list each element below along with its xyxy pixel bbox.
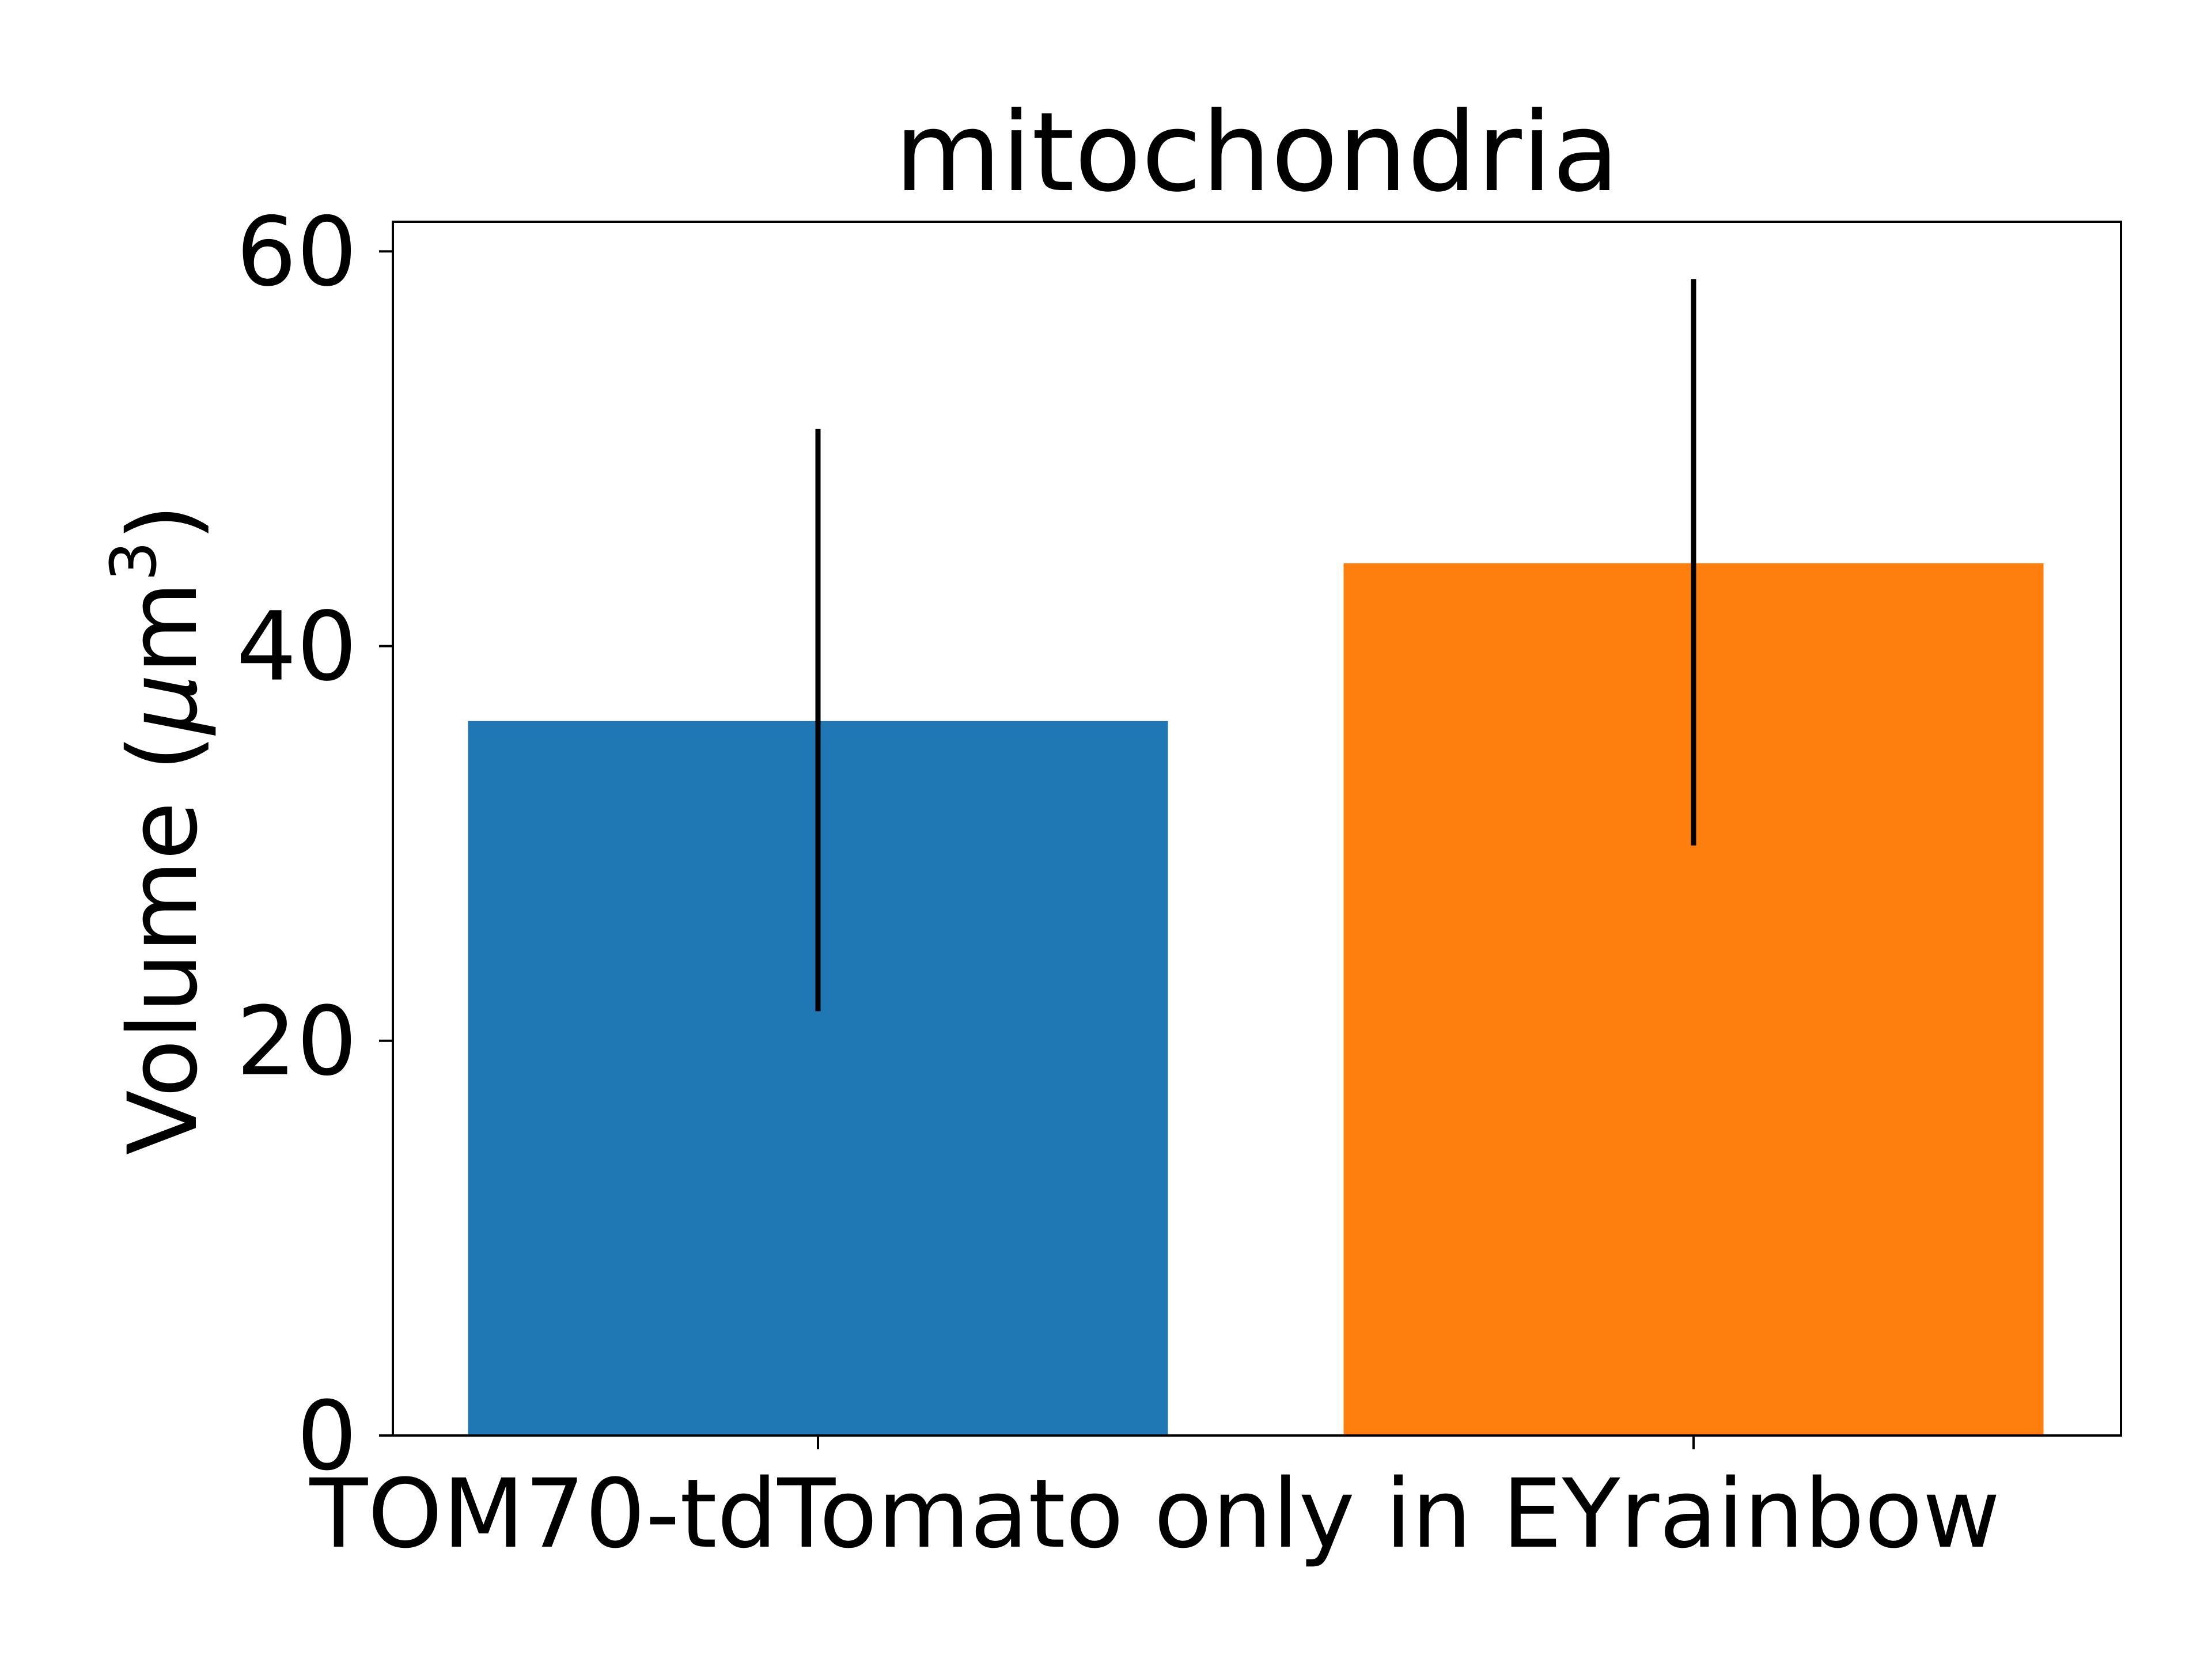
- y-axis-label: Volume (μm3): [97, 504, 218, 1156]
- y-axis-label-mu: μ: [108, 674, 218, 736]
- bars-group: [468, 563, 2044, 1435]
- x-ticks-group: [817, 1435, 1695, 1449]
- error-bars-group: [815, 279, 1696, 1012]
- y-tick-label-40: 40: [236, 592, 357, 702]
- y-tick-label-0: 0: [297, 1381, 357, 1491]
- y-tick-label-60: 60: [236, 196, 357, 307]
- x-axis-label: TOM70-tdTomato only in EYrainbow: [309, 1459, 2001, 1569]
- y-ticks-group: 0 20 40 60: [236, 196, 393, 1491]
- chart-title: mitochondria: [895, 89, 1619, 216]
- y-tick-label-20: 20: [236, 986, 357, 1097]
- plot-frame: [392, 221, 2122, 1437]
- y-axis-label-text: Volume (: [108, 734, 218, 1156]
- y-axis-label-exponent: 3: [97, 541, 171, 581]
- y-axis-label-close: ): [108, 504, 218, 541]
- y-axis-label-m: m: [108, 581, 218, 674]
